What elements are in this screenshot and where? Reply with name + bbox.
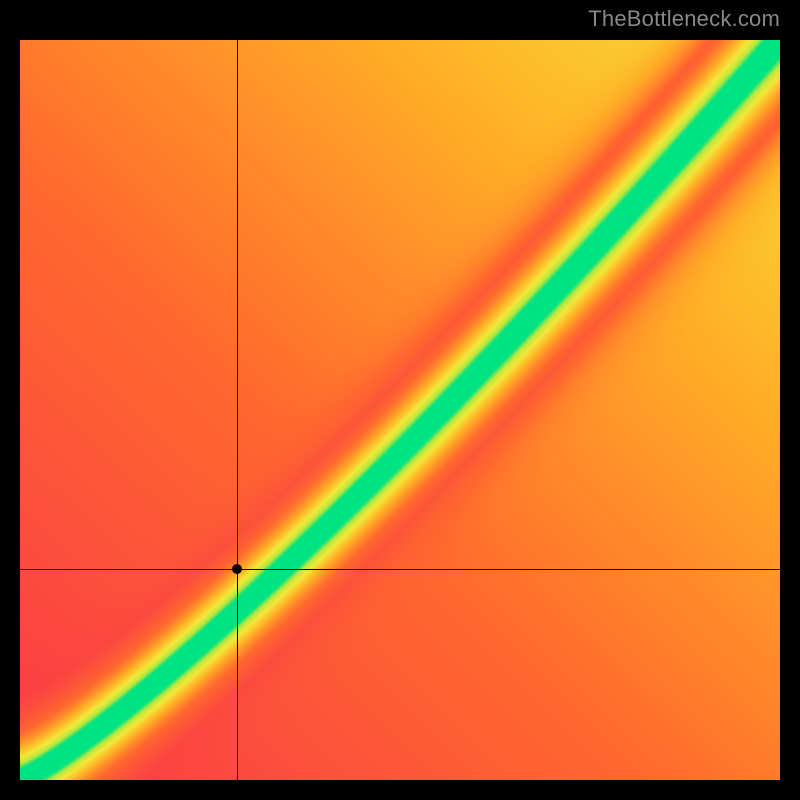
watermark-text: TheBottleneck.com <box>588 6 780 32</box>
crosshair-horizontal <box>20 569 780 570</box>
crosshair-marker <box>232 564 242 574</box>
crosshair-vertical <box>237 40 238 780</box>
plot-frame <box>20 40 780 780</box>
heatmap-canvas <box>20 40 780 780</box>
chart-container: TheBottleneck.com <box>0 0 800 800</box>
